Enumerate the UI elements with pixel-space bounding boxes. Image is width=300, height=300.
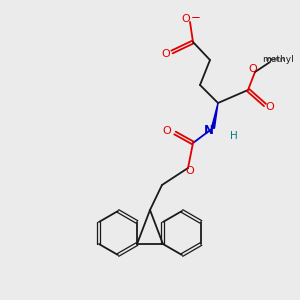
Text: O: O [266, 102, 274, 112]
Text: O: O [182, 14, 190, 24]
Text: O: O [186, 166, 194, 176]
Text: methyl: methyl [266, 58, 285, 62]
Polygon shape [212, 103, 218, 128]
Text: O: O [249, 64, 257, 74]
Text: H: H [230, 131, 238, 141]
Text: methyl: methyl [262, 56, 294, 64]
Text: N: N [204, 124, 214, 136]
Text: O: O [163, 126, 171, 136]
Text: O: O [162, 49, 170, 59]
Text: −: − [191, 11, 201, 25]
